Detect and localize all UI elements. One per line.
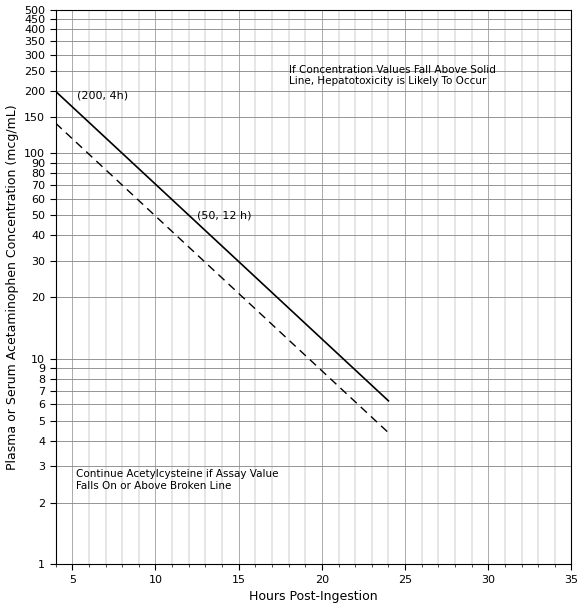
Y-axis label: Plasma or Serum Acetaminophen Concentration (mcg/mL): Plasma or Serum Acetaminophen Concentrat… xyxy=(6,104,19,470)
Text: Continue Acetylcysteine if Assay Value
Falls On or Above Broken Line: Continue Acetylcysteine if Assay Value F… xyxy=(75,470,278,491)
Text: (200, 4h): (200, 4h) xyxy=(77,91,128,101)
Text: (50, 12 h): (50, 12 h) xyxy=(197,210,252,220)
X-axis label: Hours Post-Ingestion: Hours Post-Ingestion xyxy=(249,591,378,604)
Text: If Concentration Values Fall Above Solid
Line, Hepatotoxicity is Likely To Occur: If Concentration Values Fall Above Solid… xyxy=(288,65,495,86)
